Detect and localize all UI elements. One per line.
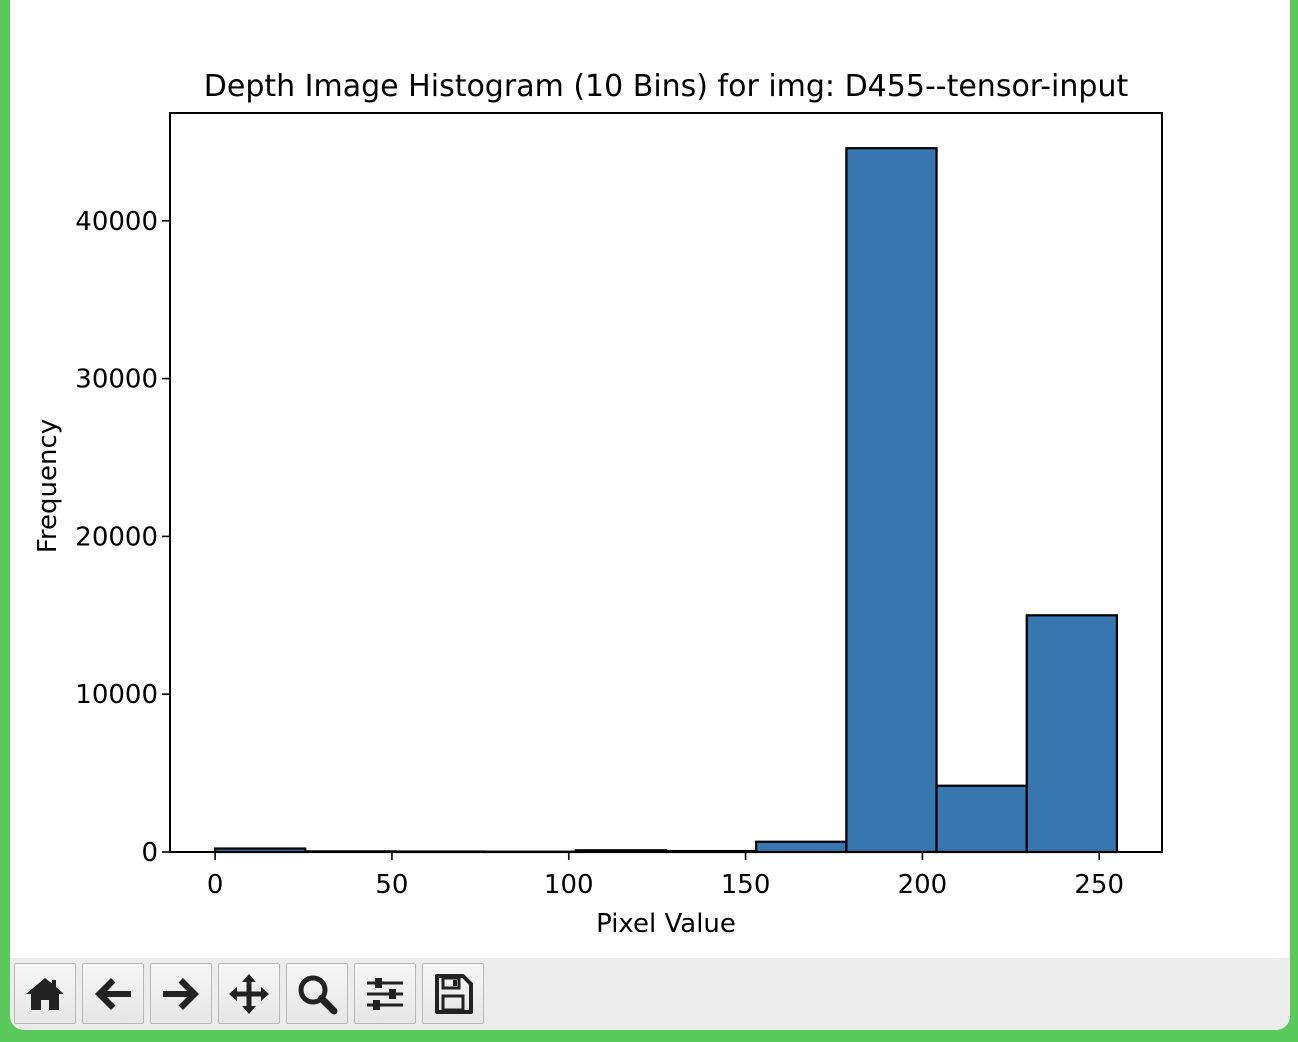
x-tick-label: 50	[375, 870, 408, 900]
arrow-right-icon	[163, 977, 199, 1010]
arrow-left-icon	[95, 977, 131, 1010]
figure-canvas: Depth Image Histogram (10 Bins) for img:…	[10, 0, 1290, 958]
x-axis-label: Pixel Value	[596, 909, 736, 939]
histogram-bar	[1025, 614, 1119, 854]
y-axis-ticks: 0 10000 20000 30000 40000	[75, 207, 170, 868]
chart-title: Depth Image Histogram (10 Bins) for img:…	[204, 69, 1129, 104]
save-button[interactable]	[422, 963, 484, 1024]
home-button[interactable]	[14, 963, 76, 1024]
bars-group	[213, 147, 1119, 854]
floppy-disk-icon	[435, 973, 473, 1014]
plot-window: Depth Image Histogram (10 Bins) for img:…	[10, 0, 1290, 1030]
axes-frame	[169, 112, 1163, 853]
y-tick-label: 40000	[75, 207, 158, 237]
x-tick-label: 0	[207, 870, 224, 900]
move-arrows-icon	[229, 973, 269, 1014]
sliders-icon	[367, 977, 403, 1010]
y-tick-label: 0	[141, 838, 158, 868]
zoom-button[interactable]	[286, 963, 348, 1024]
histogram-chart: Depth Image Histogram (10 Bins) for img:…	[33, 69, 1163, 939]
pan-button[interactable]	[218, 963, 280, 1024]
back-button[interactable]	[82, 963, 144, 1024]
x-tick-label: 100	[544, 870, 594, 900]
x-tick-label: 200	[898, 870, 948, 900]
configure-subplots-button[interactable]	[354, 963, 416, 1024]
home-icon	[26, 977, 64, 1010]
magnifier-icon	[298, 975, 338, 1014]
y-axis-label: Frequency	[33, 419, 63, 553]
y-tick-label: 30000	[75, 365, 158, 395]
histogram-bar	[935, 784, 1028, 854]
histogram-bar	[755, 840, 848, 854]
x-tick-label: 150	[721, 870, 771, 900]
forward-button[interactable]	[150, 963, 212, 1024]
y-tick-label: 10000	[75, 680, 158, 710]
navigation-toolbar	[10, 958, 1290, 1030]
histogram-bar	[845, 147, 938, 854]
y-tick-label: 20000	[75, 522, 158, 552]
x-axis-ticks: 0 50 100 150 200 250	[207, 852, 1124, 900]
x-tick-label: 250	[1074, 870, 1124, 900]
